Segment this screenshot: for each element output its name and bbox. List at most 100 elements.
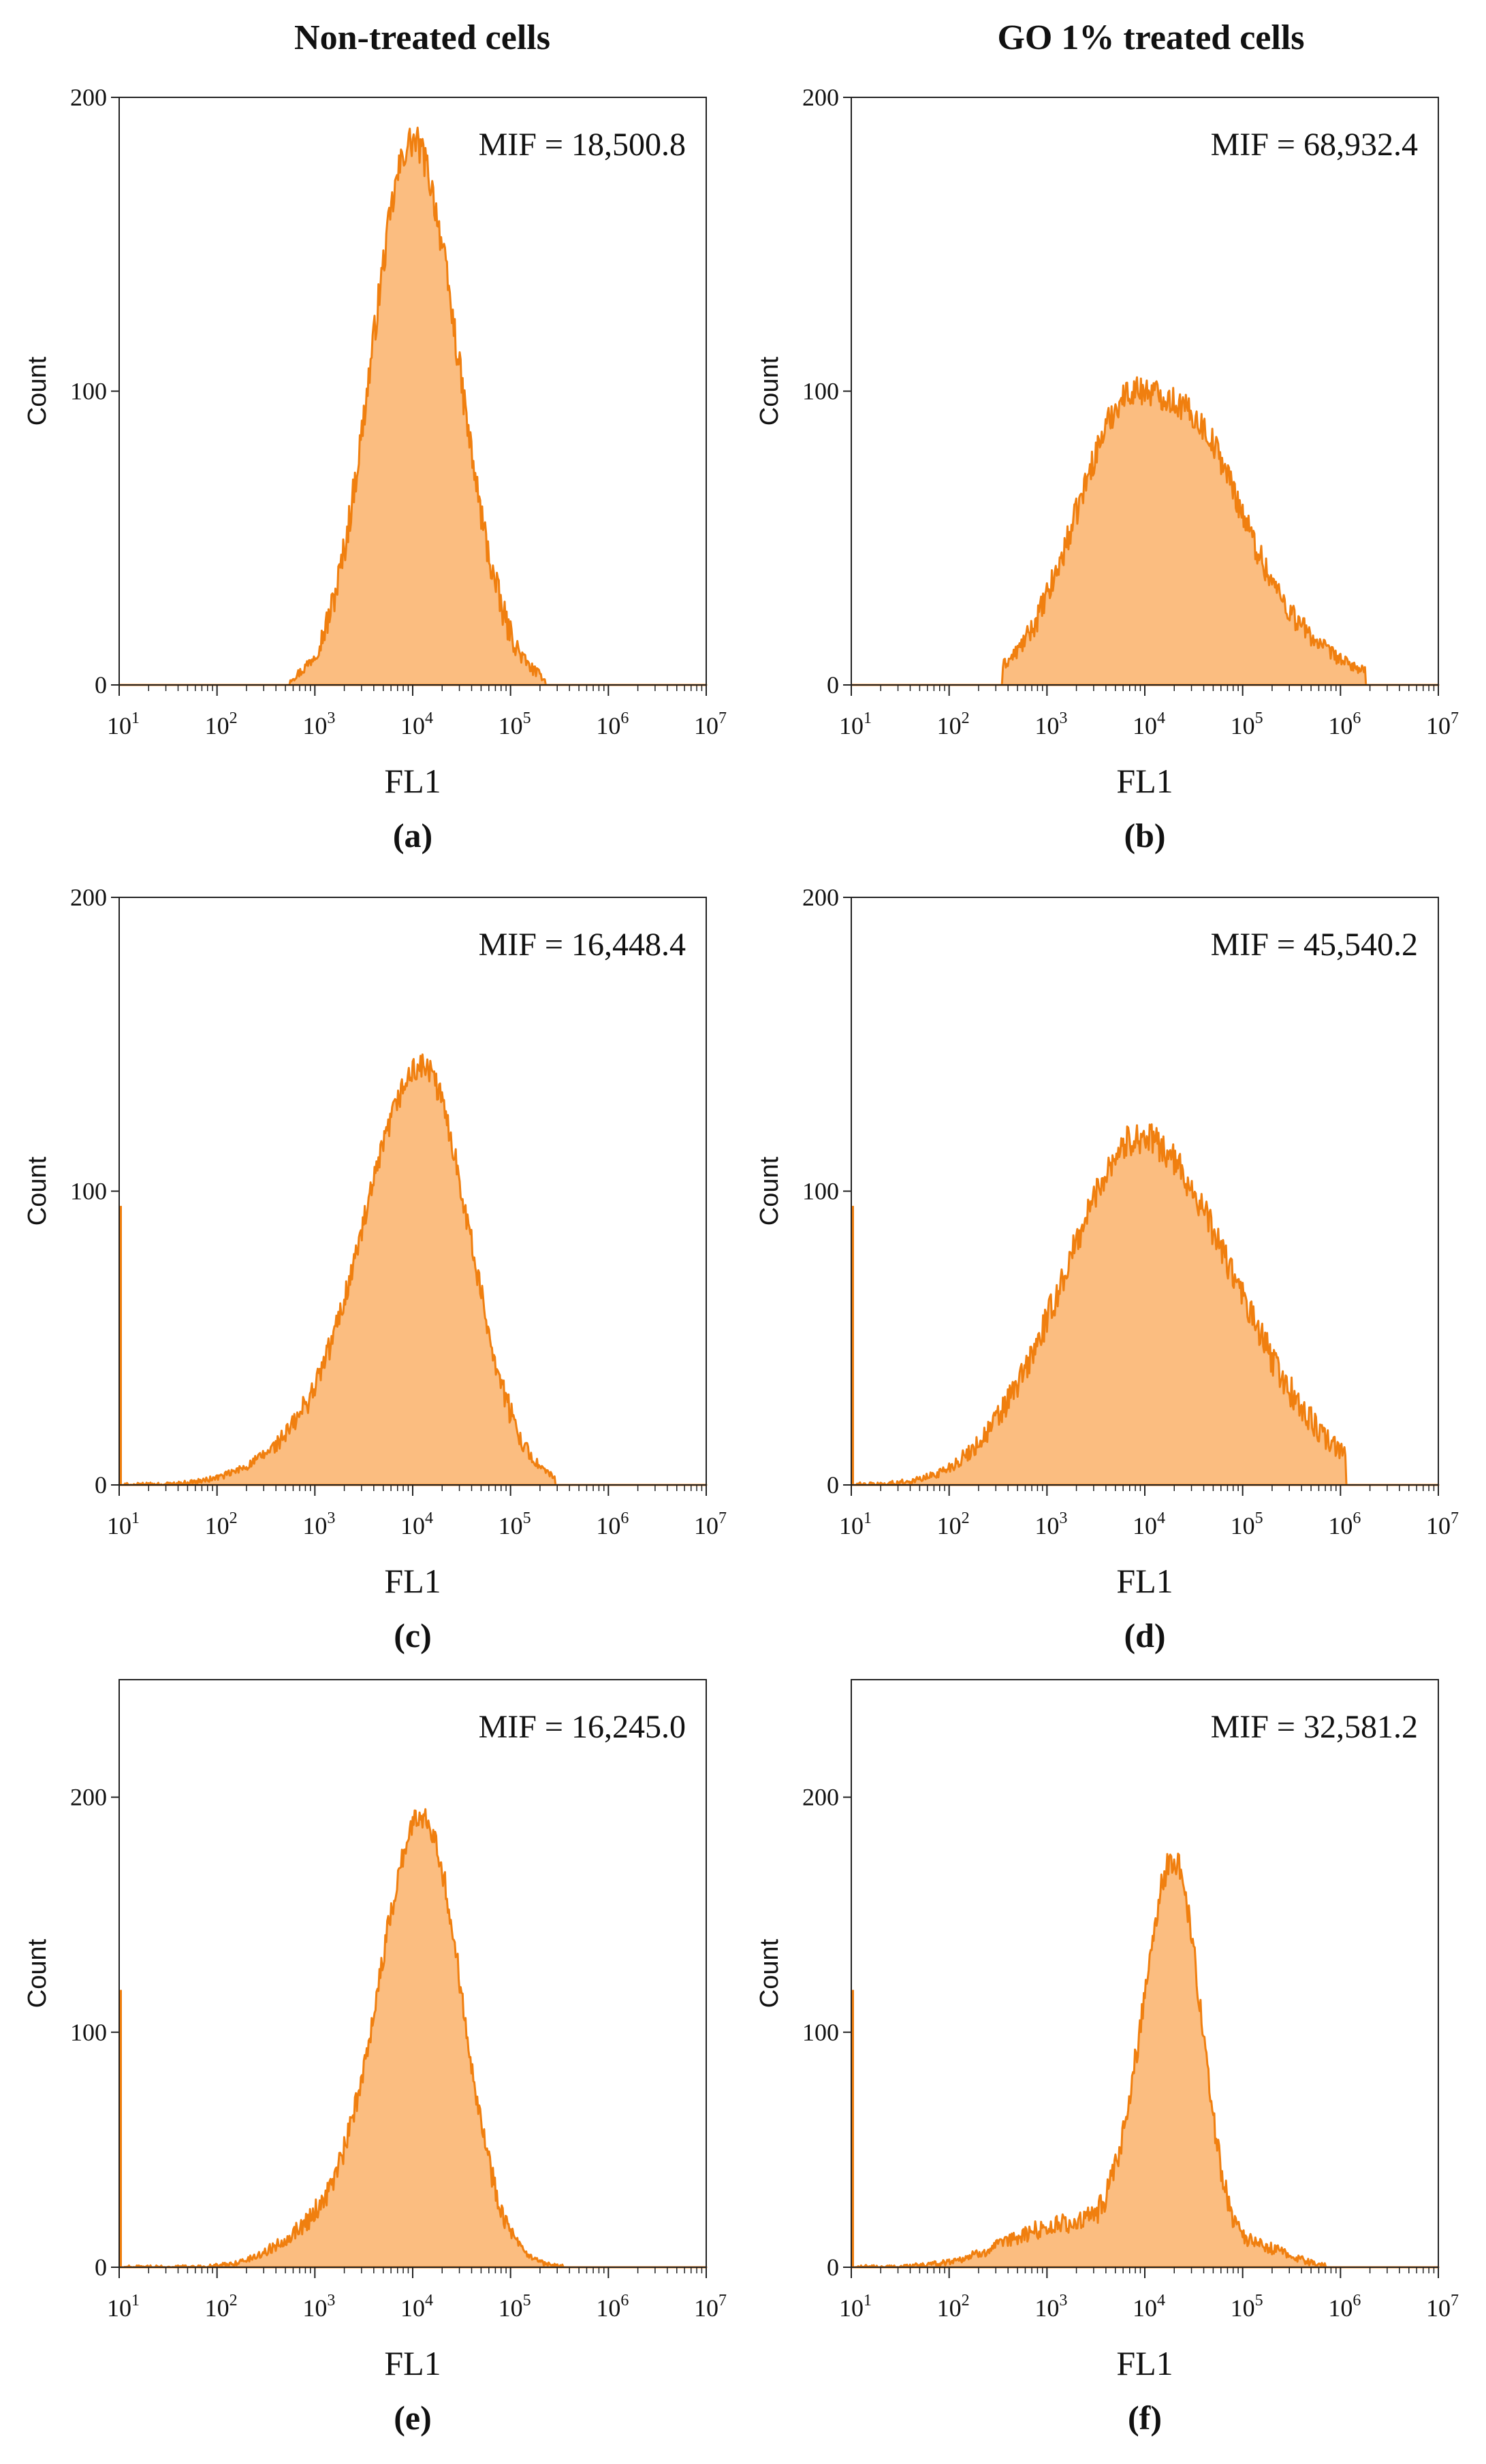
y-axis-label: Count [755, 1938, 784, 2008]
x-tick-label: 102 [205, 2292, 238, 2322]
y-tick-label: 200 [70, 1784, 107, 1811]
x-tick-label: 102 [205, 709, 238, 739]
y-tick-label: 0 [827, 671, 839, 699]
x-tick-label: 105 [1231, 2292, 1263, 2322]
x-tick-label: 107 [694, 709, 727, 739]
x-tick-label: 105 [1231, 1509, 1263, 1539]
x-tick-label: 104 [1133, 709, 1165, 739]
y-tick-label: 200 [802, 1784, 839, 1811]
x-tick-label: 107 [1426, 2292, 1459, 2322]
y-tick-label: 100 [802, 1178, 839, 1205]
x-tick-label: 102 [205, 1509, 238, 1539]
x-axis-label: FL1 [1116, 2344, 1173, 2382]
histogram-panel-f: 101 102 103 104 105 106 107 0 100 200 Count FL1 MIF … [755, 1679, 1459, 2437]
x-tick-label: 103 [302, 2292, 335, 2322]
x-axis-label: FL1 [384, 2344, 441, 2382]
x-tick-label: 101 [839, 2292, 872, 2322]
histogram-panel-c: 101 102 103 104 105 106 107 0 100 200 Count FL1 MIF … [23, 884, 727, 1654]
x-tick-label: 106 [596, 2292, 629, 2322]
x-tick-label: 105 [499, 709, 531, 739]
histogram-area [850, 1123, 1440, 1486]
histogram-panel-b: 101 102 103 104 105 106 107 0 100 200 Count FL1 MIF … [755, 84, 1459, 854]
y-axis-label: Count [23, 356, 52, 426]
x-tick-label: 103 [302, 709, 335, 739]
x-tick-label: 101 [839, 1509, 872, 1539]
panel-label: (b) [1124, 816, 1165, 854]
x-tick-label: 106 [596, 709, 629, 739]
panel-label: (d) [1124, 1616, 1165, 1654]
histogram-panel-a: 101 102 103 104 105 106 107 0 100 200 Count FL1 MIF … [23, 84, 727, 854]
histogram-area [118, 1808, 708, 2269]
y-axis-label: Count [23, 1938, 52, 2008]
mif-annotation: MIF = 45,540.2 [1211, 927, 1418, 963]
histogram-panel-d: 101 102 103 104 105 106 107 0 100 200 Count FL1 MIF … [755, 884, 1459, 1654]
x-tick-label: 105 [1231, 709, 1263, 739]
y-tick-label: 200 [802, 884, 839, 911]
y-tick-label: 100 [802, 2019, 839, 2046]
panel-label: (f) [1128, 2399, 1162, 2437]
x-tick-label: 106 [1328, 1509, 1361, 1539]
x-axis-label: FL1 [384, 762, 441, 800]
histogram-panel-e: 101 102 103 104 105 106 107 0 100 200 Count FL1 MIF … [23, 1679, 727, 2437]
x-tick-label: 106 [1328, 709, 1361, 739]
x-tick-label: 105 [499, 2292, 531, 2322]
x-tick-label: 102 [937, 709, 970, 739]
mif-annotation: MIF = 68,932.4 [1211, 127, 1418, 163]
y-tick-label: 100 [70, 2019, 107, 2046]
x-axis-label: FL1 [1116, 1562, 1173, 1600]
x-tick-label: 101 [839, 709, 872, 739]
y-tick-label: 0 [95, 1471, 107, 1499]
x-tick-label: 101 [107, 1509, 140, 1539]
y-tick-label: 200 [70, 884, 107, 911]
x-tick-label: 103 [302, 1509, 335, 1539]
x-tick-label: 107 [1426, 1509, 1459, 1539]
x-tick-label: 102 [937, 2292, 970, 2322]
y-tick-label: 100 [70, 1178, 107, 1205]
x-tick-label: 103 [1034, 1509, 1067, 1539]
x-tick-label: 106 [1328, 2292, 1361, 2322]
panel-label: (a) [393, 816, 432, 854]
mif-annotation: MIF = 32,581.2 [1211, 1709, 1418, 1745]
histogram-area [118, 1053, 708, 1486]
x-tick-label: 103 [1034, 709, 1067, 739]
mif-annotation: MIF = 16,448.4 [479, 927, 686, 963]
y-axis-label: Count [755, 356, 784, 426]
y-tick-label: 0 [95, 671, 107, 699]
panel-label: (c) [394, 1616, 432, 1654]
y-axis-label: Count [23, 1156, 52, 1226]
x-tick-label: 104 [400, 2292, 433, 2322]
histogram-area [850, 376, 1440, 686]
x-tick-label: 106 [596, 1509, 629, 1539]
x-tick-label: 105 [499, 1509, 531, 1539]
y-tick-label: 100 [802, 378, 839, 405]
y-tick-label: 0 [95, 2254, 107, 2281]
x-axis-label: FL1 [384, 1562, 441, 1600]
y-tick-label: 200 [802, 84, 839, 111]
x-tick-label: 107 [1426, 709, 1459, 739]
panel-label: (e) [394, 2399, 432, 2437]
x-tick-label: 104 [1133, 2292, 1165, 2322]
y-tick-label: 0 [827, 2254, 839, 2281]
mif-annotation: MIF = 16,245.0 [479, 1709, 686, 1745]
y-axis-label: Count [755, 1156, 784, 1226]
histogram-area [118, 127, 708, 686]
mif-annotation: MIF = 18,500.8 [479, 127, 686, 163]
x-tick-label: 101 [107, 709, 140, 739]
x-tick-label: 102 [937, 1509, 970, 1539]
histogram-area [850, 1853, 1440, 2269]
panels: 101 102 103 104 105 106 107 0 100 200 Count FL1 MIF … [23, 84, 1459, 2437]
x-tick-label: 101 [107, 2292, 140, 2322]
y-tick-label: 0 [827, 1471, 839, 1499]
y-tick-label: 200 [70, 84, 107, 111]
column-title-right: GO 1% treated cells [997, 18, 1304, 57]
x-tick-label: 103 [1034, 2292, 1067, 2322]
x-tick-label: 107 [694, 2292, 727, 2322]
y-tick-label: 100 [70, 378, 107, 405]
x-tick-label: 104 [400, 709, 433, 739]
column-title-left: Non-treated cells [294, 18, 550, 57]
x-tick-label: 104 [1133, 1509, 1165, 1539]
x-tick-label: 104 [400, 1509, 433, 1539]
x-axis-label: FL1 [1116, 762, 1173, 800]
x-tick-label: 107 [694, 1509, 727, 1539]
